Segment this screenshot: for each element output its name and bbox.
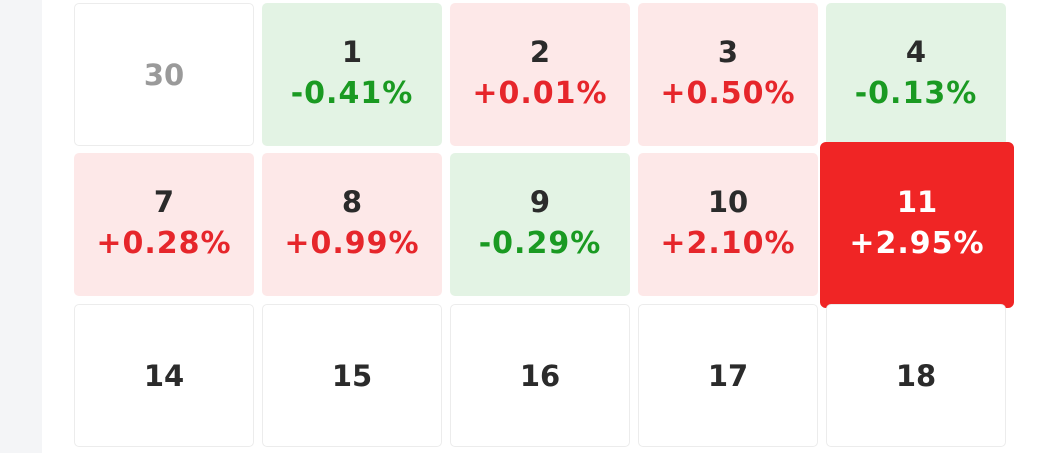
day-number: 8 — [341, 184, 363, 219]
day-number: 4 — [905, 34, 927, 69]
day-change: +2.10% — [660, 225, 796, 261]
day-cell[interactable]: 16 — [450, 304, 630, 447]
day-cell[interactable]: 4 -0.13% — [826, 3, 1006, 146]
day-cell[interactable]: 17 — [638, 304, 818, 447]
day-number: 1 — [341, 34, 363, 69]
day-change: -0.29% — [478, 225, 602, 261]
day-number: 18 — [895, 358, 937, 393]
day-cell[interactable]: 2 +0.01% — [450, 3, 630, 146]
day-change: -0.41% — [290, 75, 414, 111]
day-cell[interactable]: 8 +0.99% — [262, 153, 442, 296]
day-number: 30 — [143, 57, 185, 92]
day-change: +2.95% — [849, 226, 985, 261]
day-cell[interactable]: 7 +0.28% — [74, 153, 254, 296]
day-number: 2 — [529, 34, 551, 69]
day-change: +0.28% — [96, 225, 232, 261]
day-cell[interactable]: 11 +2.95% — [820, 142, 1014, 308]
day-number: 16 — [519, 358, 561, 393]
day-number: 17 — [707, 358, 749, 393]
day-cell[interactable]: 1 -0.41% — [262, 3, 442, 146]
day-number: 10 — [707, 184, 749, 219]
day-number: 9 — [529, 184, 551, 219]
day-number: 14 — [143, 358, 185, 393]
day-cell[interactable]: 14 — [74, 304, 254, 447]
day-change: +0.99% — [284, 225, 420, 261]
day-cell[interactable]: 3 +0.50% — [638, 3, 818, 146]
day-change: -0.13% — [854, 75, 978, 111]
day-cell[interactable]: 30 — [74, 3, 254, 146]
day-cell[interactable]: 15 — [262, 304, 442, 447]
day-number: 7 — [153, 184, 175, 219]
day-number: 11 — [896, 185, 938, 219]
day-number: 15 — [331, 358, 373, 393]
day-change: +0.01% — [472, 75, 608, 111]
day-change: +0.50% — [660, 75, 796, 111]
day-cell[interactable]: 9 -0.29% — [450, 153, 630, 296]
calendar-panel: 30 1 -0.41% 2 +0.01% 3 +0.50% 4 -0.13% 7 +0.28% 8 +0… — [42, 0, 1046, 453]
day-cell[interactable]: 10 +2.10% — [638, 153, 818, 296]
day-cell[interactable]: 18 — [826, 304, 1006, 447]
day-number: 3 — [717, 34, 739, 69]
